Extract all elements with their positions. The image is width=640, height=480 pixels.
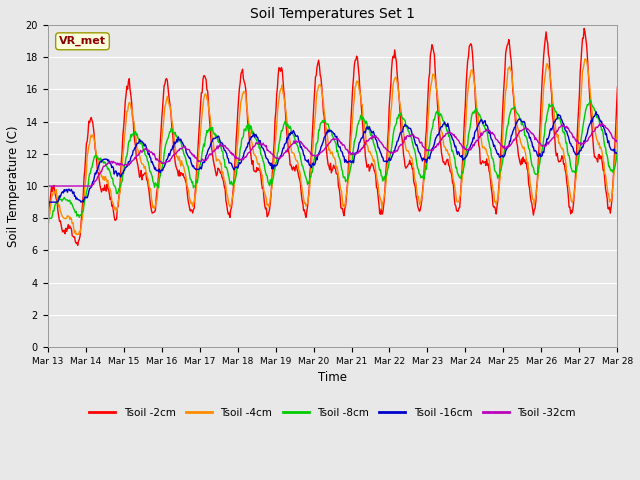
- Y-axis label: Soil Temperature (C): Soil Temperature (C): [7, 125, 20, 247]
- Title: Soil Temperatures Set 1: Soil Temperatures Set 1: [250, 7, 415, 21]
- Text: VR_met: VR_met: [59, 36, 106, 47]
- X-axis label: Time: Time: [318, 372, 347, 384]
- Legend: Tsoil -2cm, Tsoil -4cm, Tsoil -8cm, Tsoil -16cm, Tsoil -32cm: Tsoil -2cm, Tsoil -4cm, Tsoil -8cm, Tsoi…: [85, 404, 580, 422]
